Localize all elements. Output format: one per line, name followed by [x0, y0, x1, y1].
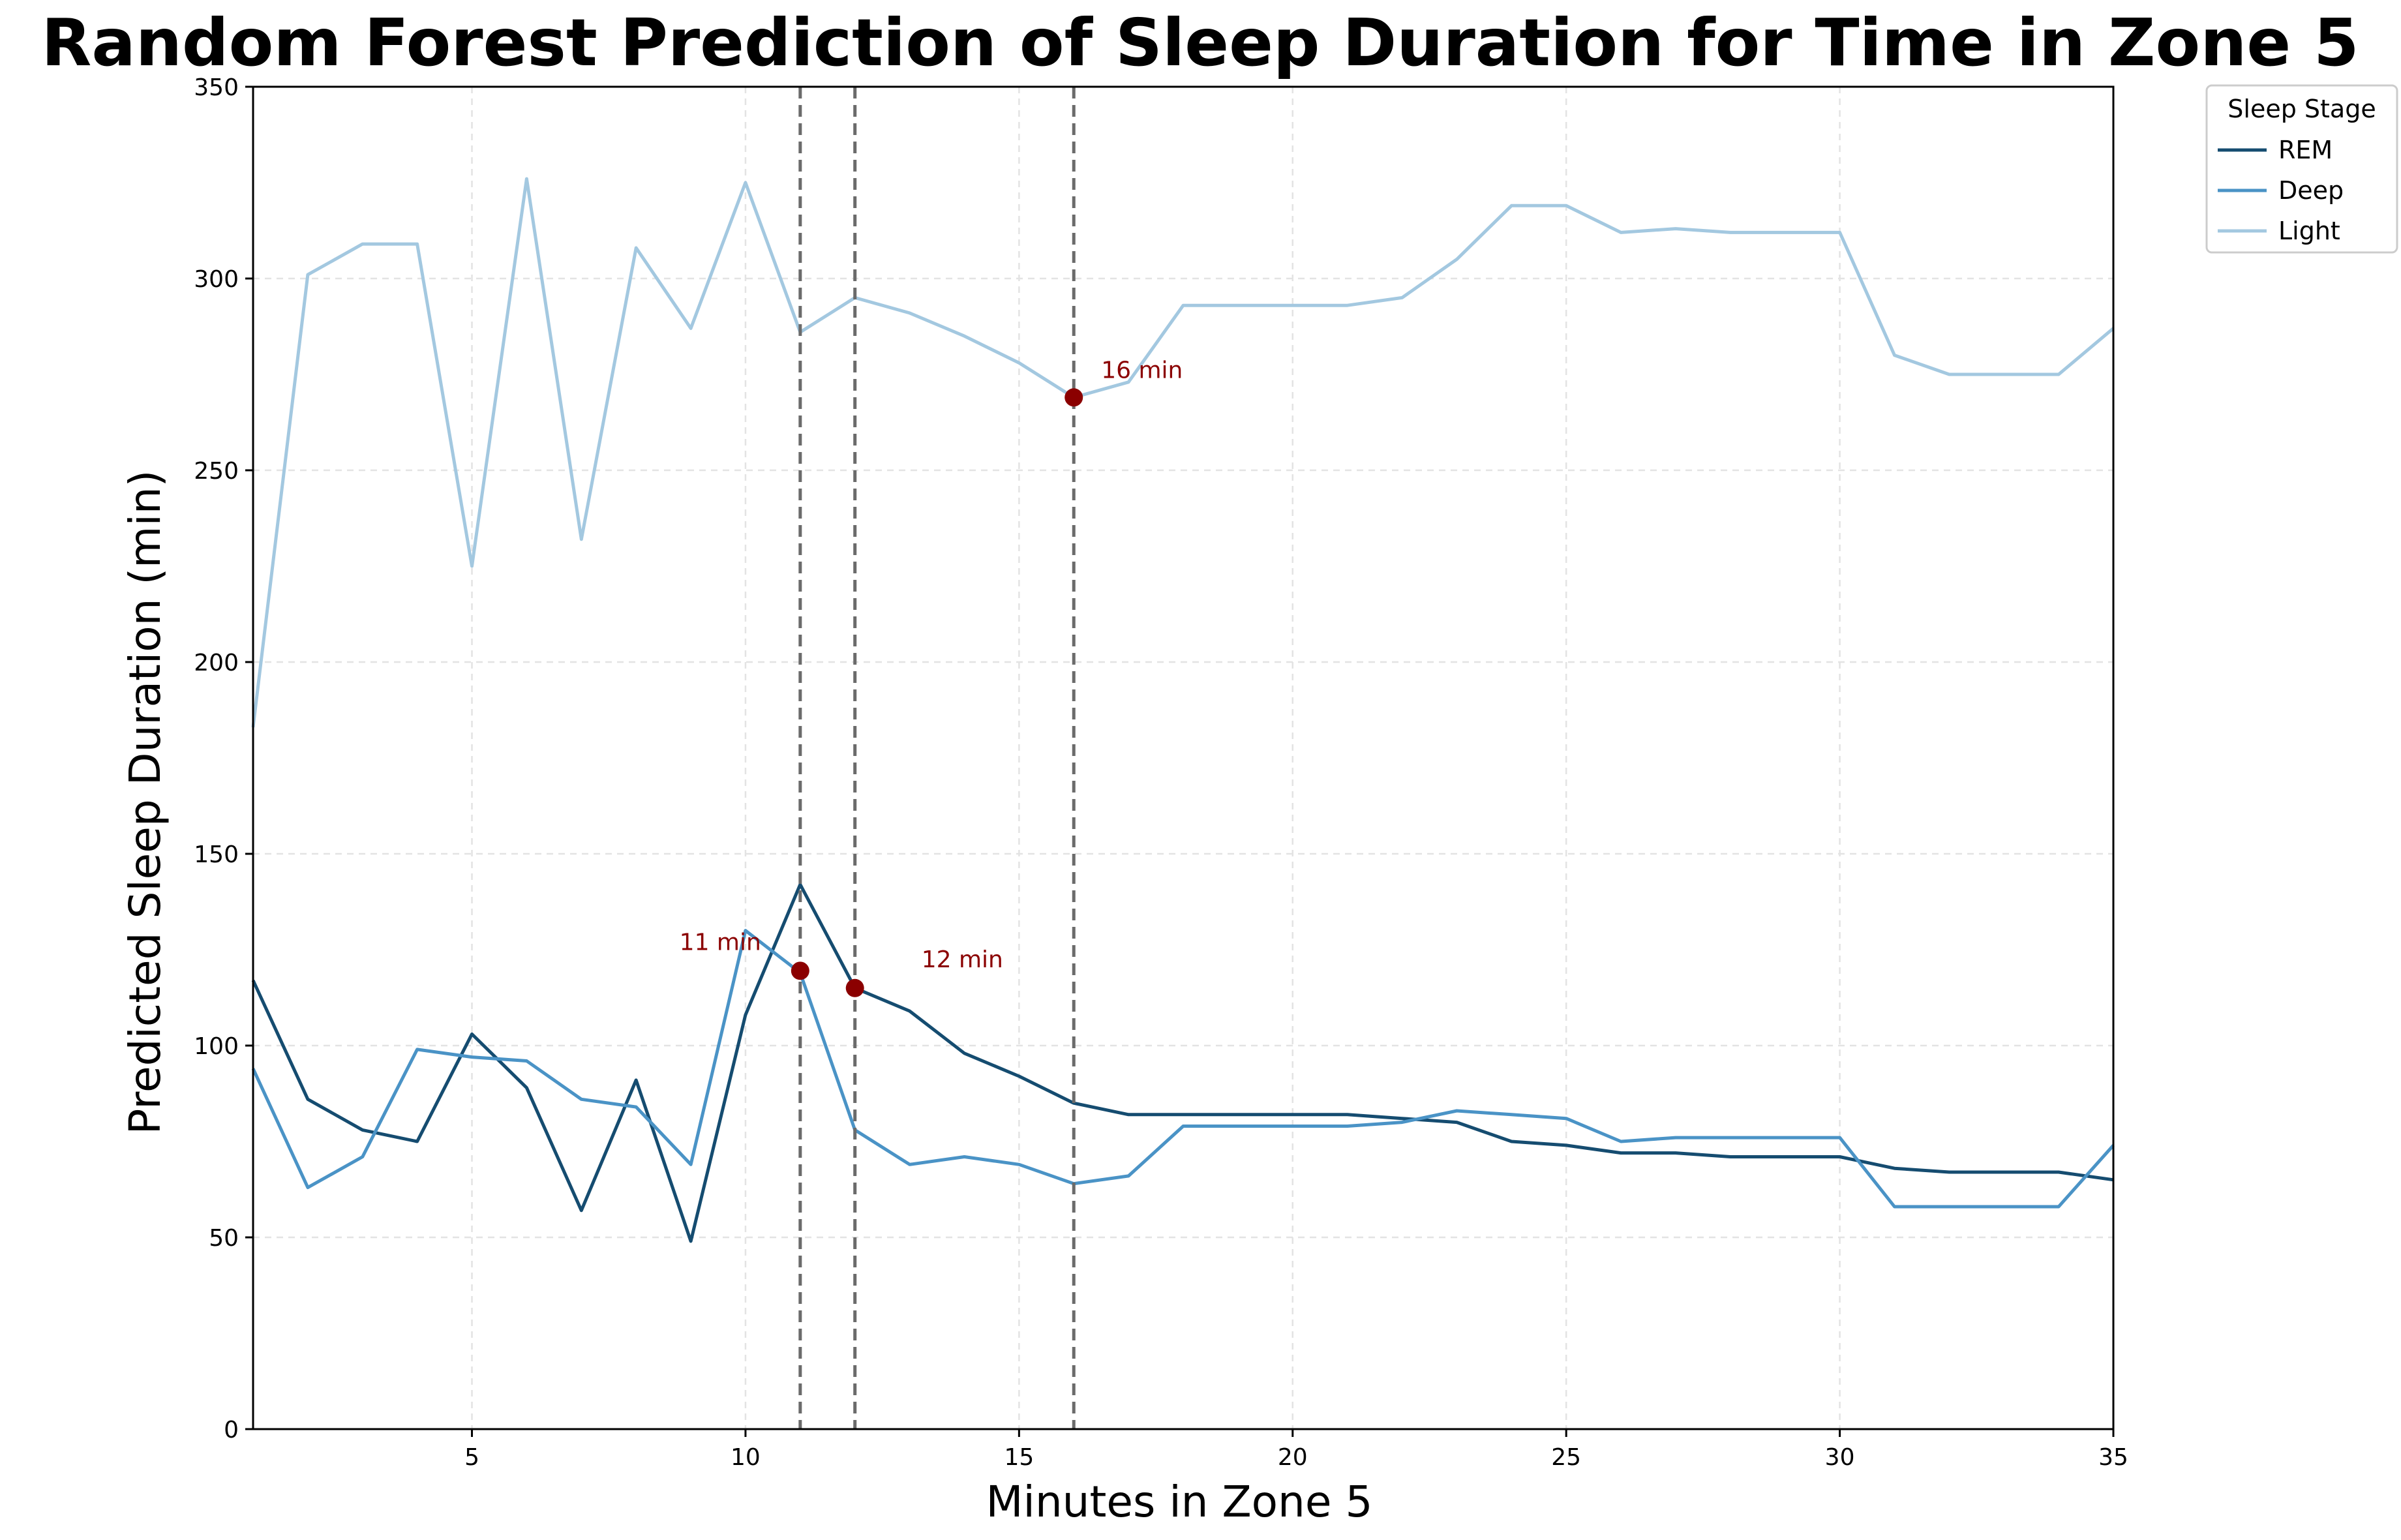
y-tick-label: 250 — [194, 458, 239, 485]
x-tick-label: 20 — [1278, 1444, 1308, 1471]
x-tick-label: 15 — [1004, 1444, 1034, 1471]
x-tick-label: 5 — [464, 1444, 479, 1471]
x-axis-label: Minutes in Zone 5 — [986, 1477, 1373, 1527]
legend-box — [2205, 84, 2398, 254]
x-tick-label: 25 — [1551, 1444, 1581, 1471]
annotation-marker — [1065, 388, 1083, 407]
reference-lines — [798, 87, 1076, 1429]
x-tick-label: 35 — [2098, 1444, 2128, 1471]
y-tick-label: 50 — [209, 1225, 239, 1252]
annotations: 11 min 12 min 16 min — [680, 357, 1183, 997]
annotation-marker — [791, 961, 809, 980]
series-line-deep — [251, 929, 2115, 1209]
legend-label-rem: REM — [2278, 136, 2333, 164]
legend-label-light: Light — [2278, 217, 2340, 245]
y-tick-label: 350 — [194, 74, 239, 101]
x-tick-label: 30 — [1825, 1444, 1855, 1471]
x-axis-ticks: 5 10 15 20 25 30 35 — [464, 1429, 2128, 1471]
grid — [253, 85, 2115, 1430]
legend-title: Sleep Stage — [2227, 95, 2376, 123]
y-axis-ticks: 0 50 100 150 200 250 300 350 — [194, 74, 253, 1443]
annotation-marker — [845, 978, 864, 997]
chart-title: Random Forest Prediction of Sleep Durati… — [41, 5, 2359, 81]
annotation-label: 11 min — [680, 929, 761, 956]
legend: Sleep Stage REM Deep Light — [2205, 84, 2398, 254]
y-tick-label: 0 — [224, 1417, 239, 1443]
x-tick-label: 10 — [731, 1444, 761, 1471]
annotation-label: 12 min — [922, 946, 1003, 973]
y-tick-label: 150 — [194, 841, 239, 868]
y-axis-label: Predicted Sleep Duration (min) — [120, 470, 170, 1135]
series-line-rem — [251, 883, 2114, 1243]
y-tick-label: 300 — [194, 266, 239, 293]
series-lines — [251, 177, 2115, 1243]
plot-frame — [252, 85, 2115, 1430]
annotation-label: 16 min — [1101, 357, 1183, 384]
series-line-light — [251, 177, 2115, 728]
y-tick-label: 200 — [194, 650, 239, 676]
y-tick-label: 100 — [194, 1033, 239, 1060]
legend-label-deep: Deep — [2278, 176, 2344, 205]
